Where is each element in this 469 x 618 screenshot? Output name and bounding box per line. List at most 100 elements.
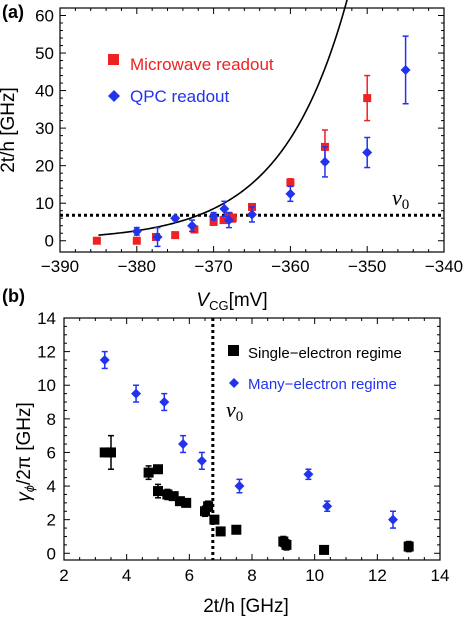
data-point-qpc bbox=[223, 215, 234, 226]
panel-a-ytick-label: 0 bbox=[45, 232, 54, 251]
data-point-single-electron bbox=[174, 496, 185, 507]
data-point-qpc bbox=[219, 203, 230, 214]
panel-a-ytick-label: 20 bbox=[35, 157, 54, 176]
data-point-single-electron bbox=[403, 541, 414, 552]
data-point-qpc bbox=[400, 64, 411, 75]
panel-b-xtick-label: 14 bbox=[431, 566, 450, 585]
data-point-single-electron bbox=[181, 497, 192, 508]
panel-a-xlabel: VCG[mV] bbox=[196, 290, 267, 313]
data-point-qpc bbox=[285, 188, 296, 199]
fit-curve-group bbox=[98, 0, 348, 236]
data-point-single-electron bbox=[106, 447, 116, 458]
data-point-single-electron bbox=[319, 544, 330, 555]
data-point-single-electron bbox=[281, 539, 292, 550]
legend-marker-qpc bbox=[108, 90, 120, 102]
panel-b-xtick-label: 4 bbox=[122, 566, 131, 585]
panel-a-label: (a) bbox=[2, 2, 24, 22]
panel-b-ytick-label: 14 bbox=[37, 309, 56, 328]
data-point-single-electron bbox=[215, 526, 226, 537]
data-point-many-electron bbox=[303, 469, 314, 480]
data-point-single-electron bbox=[153, 464, 163, 475]
legend-marker-single-electron bbox=[228, 345, 239, 356]
panel-a-axes bbox=[59, 7, 445, 253]
data-point-many-electron bbox=[131, 388, 142, 399]
fit-curve bbox=[98, 0, 348, 236]
data-point-many-electron bbox=[99, 355, 110, 366]
data-point-qpc bbox=[170, 213, 181, 224]
panel-b-xlabel: 2t/h [GHz] bbox=[203, 596, 289, 617]
data-point-many-electron bbox=[388, 514, 398, 525]
panel-a-ytick-label: 10 bbox=[35, 194, 54, 213]
data-point-single-electron bbox=[200, 506, 210, 517]
data-point-qpc bbox=[319, 156, 330, 167]
legend-marker-microwave bbox=[108, 54, 119, 65]
data-point-many-electron bbox=[178, 439, 189, 450]
data-point-single-electron bbox=[143, 467, 154, 478]
data-point-microwave bbox=[219, 216, 228, 225]
data-point-qpc bbox=[131, 226, 142, 237]
panel-a-frame bbox=[59, 7, 445, 253]
data-point-single-electron bbox=[168, 491, 179, 502]
data-point-microwave bbox=[92, 236, 101, 245]
data-point-many-electron bbox=[196, 455, 207, 466]
data-point-single-electron bbox=[209, 514, 220, 525]
panel-b-ytick-label: 10 bbox=[37, 376, 56, 395]
panel-b-legend: Single−electron regime Many−electron reg… bbox=[228, 345, 402, 393]
panel-b-ytick-label: 4 bbox=[47, 477, 56, 496]
data-point-microwave bbox=[228, 214, 237, 223]
panel-b-ytick-label: 8 bbox=[47, 410, 56, 429]
data-point-single-electron bbox=[203, 501, 214, 512]
data-point-microwave bbox=[190, 225, 199, 234]
panel-b-ytick-label: 0 bbox=[47, 544, 56, 563]
panel-a-ytick-label: 50 bbox=[35, 44, 54, 63]
panel-a-xtick-label: −350 bbox=[348, 257, 386, 276]
panel-b-ytick-label: 2 bbox=[47, 511, 56, 530]
panel-a-legend: Microwave readout QPC readout bbox=[108, 54, 274, 106]
panel-a-xtick-label: −380 bbox=[118, 257, 156, 276]
data-point-qpc bbox=[187, 220, 198, 231]
nu0-label-b: ν0 bbox=[226, 397, 243, 425]
panel-a-ytick-label: 60 bbox=[35, 7, 54, 26]
panel-a-xtick-label: −370 bbox=[194, 257, 232, 276]
data-point-many-electron bbox=[159, 397, 170, 408]
data-point-many-electron bbox=[322, 501, 333, 512]
data-point-microwave bbox=[286, 178, 295, 187]
panel-b-label: (b) bbox=[2, 286, 25, 306]
data-point-qpc bbox=[247, 209, 257, 220]
data-point-qpc bbox=[362, 147, 373, 158]
data-point-qpc bbox=[208, 211, 219, 222]
panel-b-xtick-label: 10 bbox=[305, 566, 324, 585]
data-point-microwave bbox=[363, 94, 372, 103]
data-point-many-electron bbox=[234, 481, 245, 492]
data-point-single-electron bbox=[162, 489, 173, 500]
panel-b-axes bbox=[63, 317, 441, 561]
nu0-label-a: ν0 bbox=[392, 185, 409, 213]
panel-a-xtick-label: −390 bbox=[41, 257, 79, 276]
panel-a-data-points bbox=[92, 35, 411, 248]
panel-b-ytick-label: 12 bbox=[37, 343, 56, 362]
data-point-single-electron bbox=[231, 524, 242, 535]
panel-a-xtick-label: −360 bbox=[271, 257, 309, 276]
legend-marker-many-electron bbox=[229, 378, 239, 388]
legend-label-single-electron: Single−electron regime bbox=[248, 345, 402, 362]
panel-a-ytick-label: 30 bbox=[35, 119, 54, 138]
legend-label-many-electron: Many−electron regime bbox=[248, 376, 397, 393]
data-point-single-electron bbox=[153, 486, 163, 497]
panel-b-xtick-label: 8 bbox=[247, 566, 256, 585]
data-point-microwave bbox=[209, 217, 218, 226]
data-point-microwave bbox=[171, 231, 180, 240]
panel-a-ytick-label: 40 bbox=[35, 82, 54, 101]
panel-a-chart: (a) −390 −380 −370 −360 −350 −340 0 10 20 30 40 50 6… bbox=[0, 0, 463, 313]
panel-a-xtick-label: −340 bbox=[425, 257, 463, 276]
panel-b-ytick-label: 6 bbox=[47, 443, 56, 462]
panel-b-ylabel: γϕ/2π [GHz] bbox=[14, 402, 37, 502]
data-point-single-electron bbox=[99, 447, 110, 458]
data-point-microwave bbox=[132, 236, 141, 245]
data-point-qpc bbox=[152, 231, 163, 242]
panel-b-data-points bbox=[99, 350, 414, 555]
panel-a-ylabel: 2t/h [GHz] bbox=[0, 87, 19, 173]
panel-b-xtick-label: 6 bbox=[185, 566, 194, 585]
